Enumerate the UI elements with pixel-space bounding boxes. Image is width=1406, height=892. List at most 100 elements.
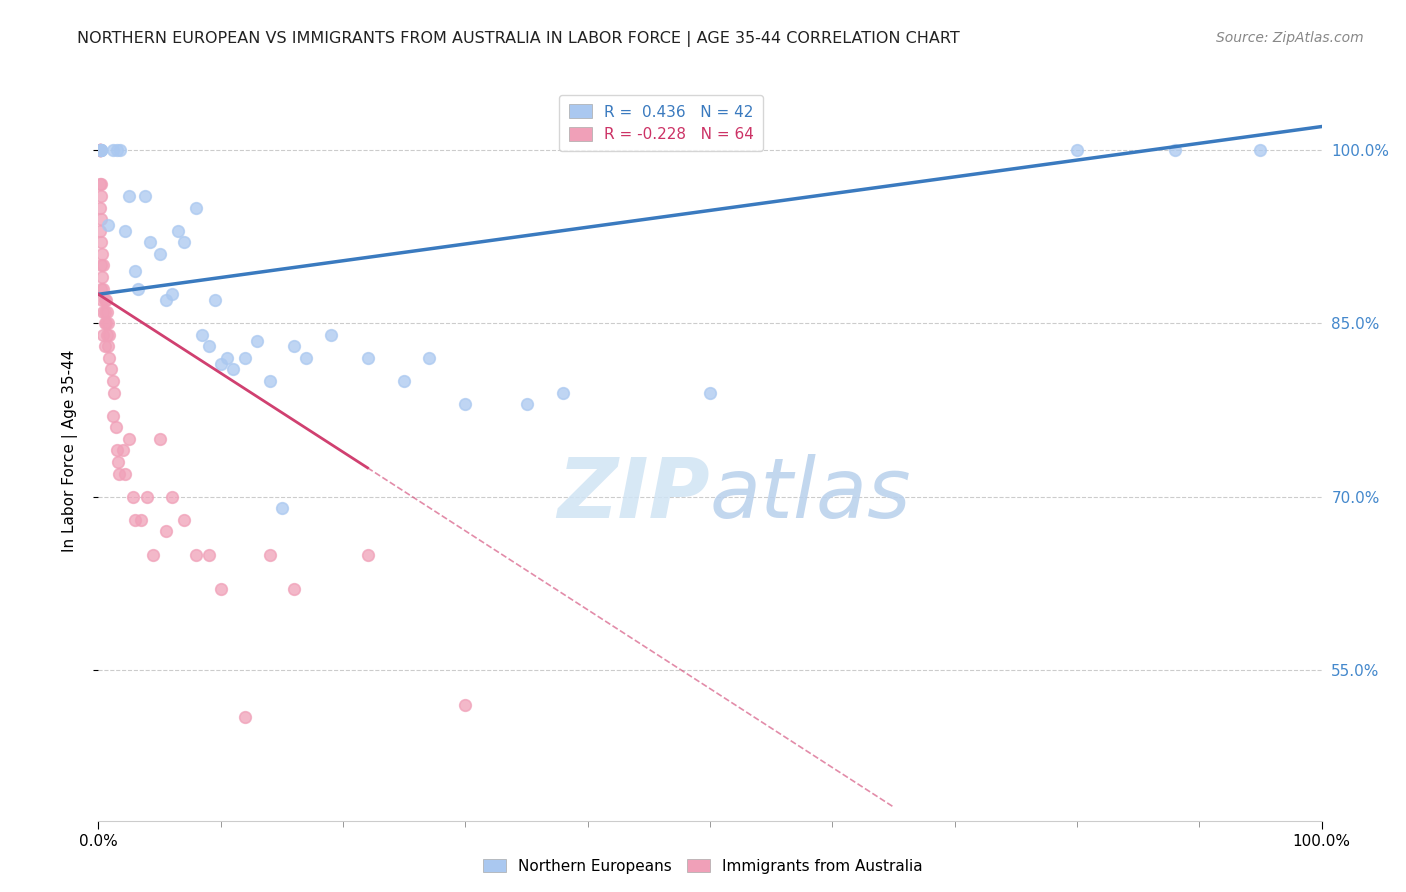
Text: Source: ZipAtlas.com: Source: ZipAtlas.com (1216, 31, 1364, 45)
Point (97, 218, 120, 232)
Point (90, 143, 112, 157)
Point (356, 351, 378, 365)
Point (90, 235, 112, 250)
Point (246, 334, 269, 348)
Point (91, 259, 114, 273)
Point (259, 548, 281, 562)
Text: ZIP: ZIP (557, 454, 710, 535)
Point (98, 351, 121, 365)
Point (186, 201, 208, 215)
Point (1249, 143, 1271, 157)
Point (124, 513, 146, 527)
Point (93, 304, 115, 318)
Point (90, 178, 112, 192)
Point (454, 397, 477, 411)
Point (103, 385, 125, 400)
Point (97, 316, 120, 330)
Point (93, 316, 115, 330)
Point (191, 327, 214, 342)
Point (89, 143, 111, 157)
Point (392, 374, 416, 388)
Point (319, 327, 342, 342)
Point (101, 374, 124, 388)
Text: atlas: atlas (710, 454, 911, 535)
Point (155, 524, 177, 539)
Point (96, 327, 118, 342)
Point (89, 143, 111, 157)
Point (98, 327, 121, 342)
Point (90, 281, 112, 295)
Point (105, 143, 128, 157)
Point (142, 548, 165, 562)
Point (114, 467, 136, 481)
Point (90, 143, 112, 157)
Point (89, 178, 111, 192)
Legend: R =  0.436   N = 42, R = -0.228   N = 64: R = 0.436 N = 42, R = -0.228 N = 64 (560, 95, 763, 152)
Point (155, 293, 177, 307)
Point (100, 362, 122, 376)
Point (89, 143, 111, 157)
Point (96, 304, 118, 318)
Point (118, 432, 141, 446)
Point (283, 582, 305, 597)
Point (94, 316, 117, 330)
Point (418, 351, 440, 365)
Point (197, 339, 219, 353)
Point (118, 189, 141, 203)
Point (233, 351, 256, 365)
Point (136, 490, 159, 504)
Point (149, 247, 172, 261)
Point (105, 443, 128, 458)
Point (173, 513, 195, 527)
Point (134, 189, 156, 203)
Point (91, 247, 114, 261)
Point (91, 304, 114, 318)
Point (91, 327, 114, 342)
Point (90, 143, 112, 157)
Point (197, 548, 219, 562)
Point (515, 397, 537, 411)
Point (127, 281, 149, 295)
Point (283, 339, 305, 353)
Legend: Northern Europeans, Immigrants from Australia: Northern Europeans, Immigrants from Aust… (477, 853, 929, 880)
Point (121, 490, 143, 504)
Point (124, 264, 146, 278)
Point (101, 143, 124, 157)
Point (149, 432, 172, 446)
Point (90, 259, 112, 273)
Point (89, 201, 111, 215)
Point (111, 443, 134, 458)
Point (1066, 143, 1088, 157)
Point (160, 287, 183, 301)
Point (233, 709, 256, 723)
Point (107, 455, 129, 469)
Point (699, 385, 721, 400)
Point (209, 582, 232, 597)
Point (93, 339, 115, 353)
Point (94, 293, 117, 307)
Point (222, 362, 245, 376)
Point (356, 548, 378, 562)
Point (186, 548, 208, 562)
Point (209, 357, 232, 371)
Point (173, 235, 195, 250)
Point (89, 143, 111, 157)
Point (89, 143, 111, 157)
Point (89, 224, 111, 238)
Point (91, 293, 114, 307)
Point (204, 293, 226, 307)
Point (1164, 143, 1187, 157)
Point (129, 513, 152, 527)
Point (91, 281, 114, 295)
Point (89, 143, 111, 157)
Point (110, 143, 132, 157)
Point (114, 224, 136, 238)
Point (104, 420, 127, 434)
Point (93, 293, 115, 307)
Point (295, 351, 318, 365)
Point (553, 385, 575, 400)
Point (139, 235, 162, 250)
Point (89, 143, 111, 157)
Point (90, 212, 112, 227)
Point (97, 339, 120, 353)
